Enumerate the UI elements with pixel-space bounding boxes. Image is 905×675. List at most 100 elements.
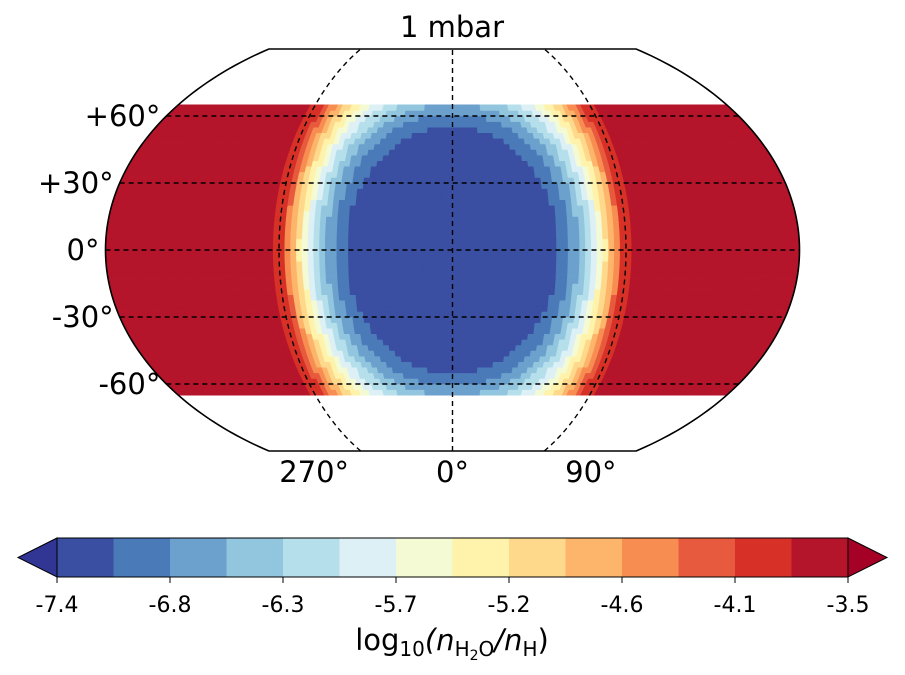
field-cell xyxy=(331,272,338,279)
field-cell xyxy=(128,255,136,262)
field-cell xyxy=(389,216,396,223)
field-cell xyxy=(537,210,545,217)
field-cell xyxy=(698,216,706,223)
field-cell xyxy=(642,232,650,240)
field-cell xyxy=(480,216,488,223)
field-cell xyxy=(238,232,246,240)
field-cell xyxy=(641,216,649,223)
field-cell xyxy=(467,350,474,357)
field-cell xyxy=(365,249,372,256)
field-cell xyxy=(413,182,420,189)
field-cell xyxy=(440,249,448,256)
field-cell xyxy=(654,249,662,256)
field-cell xyxy=(377,238,384,245)
field-cell xyxy=(452,333,459,340)
field-cell xyxy=(712,238,719,245)
field-cell xyxy=(481,255,488,262)
field-cell xyxy=(570,199,578,206)
field-cell xyxy=(134,255,141,262)
field-cell xyxy=(452,383,458,390)
field-cell xyxy=(394,216,402,223)
field-cell xyxy=(735,255,742,262)
field-cell xyxy=(386,327,394,335)
field-cell xyxy=(174,232,182,240)
field-cell xyxy=(425,350,433,357)
field-cell xyxy=(452,188,459,195)
field-cell xyxy=(487,361,494,368)
field-cell xyxy=(382,238,390,245)
field-cell xyxy=(587,199,595,206)
field-cell xyxy=(336,232,344,240)
field-cell xyxy=(417,221,425,228)
field-cell xyxy=(186,266,194,273)
field-cell xyxy=(602,249,609,256)
field-cell xyxy=(613,227,621,234)
field-cell xyxy=(494,344,501,351)
field-cell xyxy=(353,249,361,256)
field-cell xyxy=(469,299,476,307)
field-cell xyxy=(418,299,425,307)
field-cell xyxy=(588,205,596,212)
field-cell xyxy=(548,205,556,212)
field-cell xyxy=(383,277,390,284)
field-cell xyxy=(430,316,437,323)
field-cell xyxy=(324,238,332,245)
field-cell xyxy=(365,232,373,240)
field-cell xyxy=(686,216,695,223)
field-cell xyxy=(216,216,224,223)
field-cell xyxy=(614,249,621,256)
field-cell xyxy=(313,249,320,256)
field-cell xyxy=(319,244,326,251)
field-cell xyxy=(527,238,534,245)
field-cell xyxy=(607,227,615,234)
field-cell xyxy=(659,227,667,234)
field-cell xyxy=(533,249,540,256)
field-cell xyxy=(523,177,531,184)
field-cell xyxy=(338,205,345,212)
field-cell xyxy=(716,221,724,228)
field-cell xyxy=(365,227,373,234)
field-cell xyxy=(503,288,510,295)
field-cell xyxy=(396,177,404,184)
field-cell xyxy=(381,333,389,340)
field-cell xyxy=(122,244,130,251)
field-cell xyxy=(711,232,719,240)
field-cell xyxy=(717,255,725,262)
field-cell xyxy=(457,344,464,351)
field-cell xyxy=(423,238,430,245)
field-cell xyxy=(145,238,153,245)
field-cell xyxy=(428,383,435,390)
field-cell xyxy=(418,383,425,390)
field-cell xyxy=(129,227,137,234)
field-cell xyxy=(596,232,604,240)
field-cell xyxy=(328,188,336,195)
field-cell xyxy=(475,266,482,273)
field-cell xyxy=(480,288,488,295)
field-cell xyxy=(676,266,684,273)
field-cell xyxy=(375,171,382,178)
field-cell xyxy=(601,216,608,223)
field-cell xyxy=(606,210,614,217)
field-cell xyxy=(561,260,569,268)
field-cell xyxy=(421,355,428,362)
field-cell xyxy=(482,361,489,368)
field-cell xyxy=(440,227,448,234)
field-cell xyxy=(515,272,522,279)
field-cell xyxy=(232,249,239,256)
field-cell xyxy=(657,283,665,290)
field-cell xyxy=(434,216,442,223)
field-cell xyxy=(330,238,338,245)
field-cell xyxy=(395,299,403,307)
field-cell xyxy=(669,216,677,223)
field-cell xyxy=(601,277,608,284)
field-cell xyxy=(481,372,488,379)
field-cell xyxy=(434,238,442,245)
field-cell xyxy=(503,199,510,206)
field-cell xyxy=(423,199,431,206)
field-cell xyxy=(401,199,408,206)
field-cell xyxy=(530,299,538,307)
field-cell xyxy=(741,249,748,256)
field-cell xyxy=(462,344,469,351)
field-cell xyxy=(553,193,561,201)
field-cell xyxy=(406,199,414,206)
